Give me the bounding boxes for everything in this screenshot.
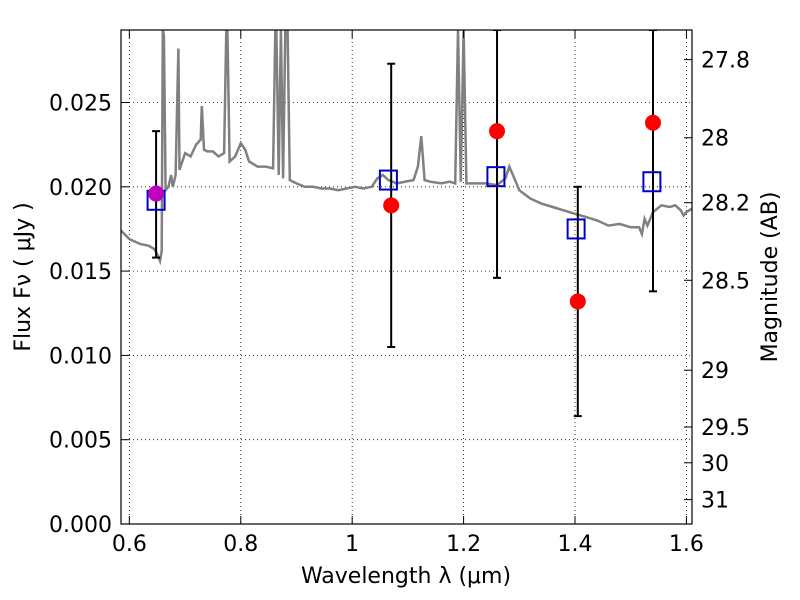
model-band-point: [566, 218, 586, 240]
x-tick-label: 1.2: [446, 532, 481, 557]
x-tick-label: 1.4: [558, 532, 593, 557]
observed-point: [645, 114, 662, 131]
x-tick-label: 0.6: [112, 532, 147, 557]
right-tick-label: 29: [701, 359, 729, 384]
right-axis-label: Magnitude (AB): [758, 192, 783, 363]
y-tick-label: 0.020: [49, 176, 112, 201]
observed-point: [148, 185, 165, 202]
observed-markers: [148, 114, 662, 310]
plot-frame: [120, 29, 693, 525]
error-bars: [152, 30, 658, 418]
right-tick-label: 28: [701, 127, 729, 152]
right-tick-label: 29.5: [701, 416, 750, 441]
right-tick-label: 28.5: [701, 269, 750, 294]
right-tick-label: 27.8: [701, 49, 750, 74]
observed-point: [489, 123, 506, 140]
observed-point: [383, 197, 400, 214]
observed-point: [569, 293, 586, 310]
model-band-point: [486, 166, 506, 188]
y-tick-label: 0.010: [49, 344, 112, 369]
model-band-point: [378, 169, 398, 191]
y-tick-label: 0.005: [49, 429, 112, 454]
y-tick-label: 0.015: [49, 260, 112, 285]
y-tick-label: 0.000: [49, 513, 112, 538]
model-band-point: [642, 171, 662, 193]
right-axis-ticks: 27.8 28 28.2 28.5 29 29.5 30 31: [684, 49, 750, 514]
y-axis-ticks: 0.000 0.005 0.010 0.015 0.020 0.025: [49, 91, 129, 538]
x-tick-label: 0.8: [223, 532, 258, 557]
x-axis-label: Wavelength λ (μm): [301, 564, 511, 589]
right-tick-label: 30: [701, 452, 729, 477]
x-tick-label: 1.6: [669, 532, 704, 557]
x-tick-label: 1: [345, 532, 359, 557]
y-tick-label: 0.025: [49, 91, 112, 116]
right-tick-label: 28.2: [701, 192, 750, 217]
x-axis-ticks: 0.6 0.8 1 1.2 1.4 1.6: [112, 30, 704, 557]
plot-area: [121, 30, 692, 418]
right-tick-label: 31: [701, 489, 729, 514]
y-axis-label: Flux Fν ( μJy ): [11, 202, 36, 351]
